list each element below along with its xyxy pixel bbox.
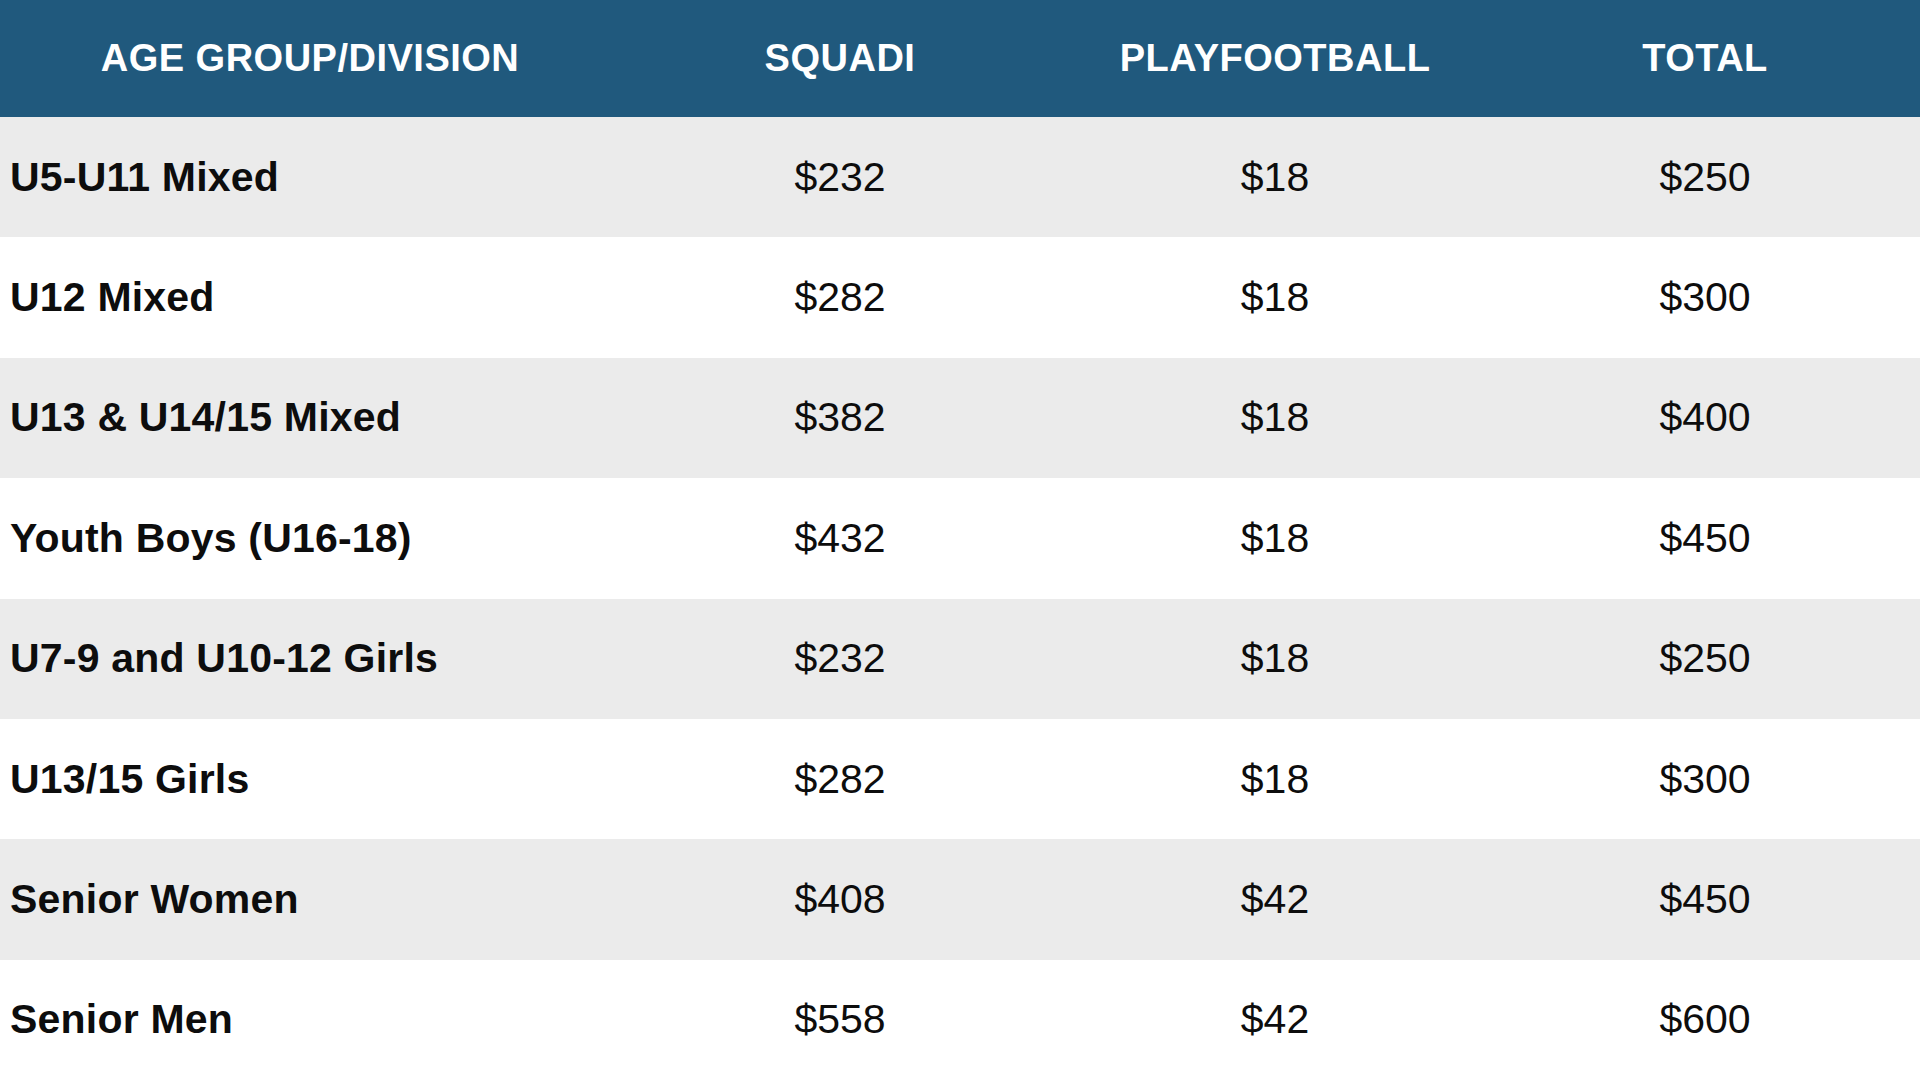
cell-total-fee: $600 (1490, 960, 1920, 1080)
cell-total-fee: $450 (1490, 478, 1920, 598)
cell-playfootball-fee: $18 (1060, 599, 1490, 719)
cell-total-fee: $450 (1490, 839, 1920, 959)
cell-total-fee: $400 (1490, 358, 1920, 478)
fees-table: AGE GROUP/DIVISION SQUADI PLAYFOOTBALL T… (0, 0, 1920, 1080)
cell-squadi-fee: $558 (620, 960, 1060, 1080)
table-row: U7-9 and U10-12 Girls $232 $18 $250 (0, 599, 1920, 719)
table-row: Senior Women $408 $42 $450 (0, 839, 1920, 959)
table-row: U12 Mixed $282 $18 $300 (0, 237, 1920, 357)
cell-playfootball-fee: $18 (1060, 478, 1490, 598)
table-body: U5-U11 Mixed $232 $18 $250 U12 Mixed $28… (0, 117, 1920, 1080)
cell-playfootball-fee: $18 (1060, 237, 1490, 357)
cell-squadi-fee: $232 (620, 117, 1060, 237)
table-row: Youth Boys (U16-18) $432 $18 $450 (0, 478, 1920, 598)
header-cell-squadi: SQUADI (620, 0, 1060, 117)
cell-division: U13 & U14/15 Mixed (0, 358, 620, 478)
cell-division: U13/15 Girls (0, 719, 620, 839)
cell-total-fee: $300 (1490, 719, 1920, 839)
table-row: Senior Men $558 $42 $600 (0, 960, 1920, 1080)
header-cell-playfootball: PLAYFOOTBALL (1060, 0, 1490, 117)
header-cell-total: TOTAL (1490, 0, 1920, 117)
cell-division: U5-U11 Mixed (0, 117, 620, 237)
cell-division: Youth Boys (U16-18) (0, 478, 620, 598)
cell-total-fee: $250 (1490, 599, 1920, 719)
cell-division: Senior Men (0, 960, 620, 1080)
cell-squadi-fee: $282 (620, 719, 1060, 839)
table-header-row: AGE GROUP/DIVISION SQUADI PLAYFOOTBALL T… (0, 0, 1920, 117)
cell-division: U12 Mixed (0, 237, 620, 357)
cell-squadi-fee: $232 (620, 599, 1060, 719)
cell-playfootball-fee: $18 (1060, 719, 1490, 839)
cell-squadi-fee: $282 (620, 237, 1060, 357)
cell-squadi-fee: $382 (620, 358, 1060, 478)
table-row: U13/15 Girls $282 $18 $300 (0, 719, 1920, 839)
cell-division: U7-9 and U10-12 Girls (0, 599, 620, 719)
cell-playfootball-fee: $42 (1060, 839, 1490, 959)
cell-division: Senior Women (0, 839, 620, 959)
cell-playfootball-fee: $42 (1060, 960, 1490, 1080)
cell-total-fee: $300 (1490, 237, 1920, 357)
cell-total-fee: $250 (1490, 117, 1920, 237)
table-row: U5-U11 Mixed $232 $18 $250 (0, 117, 1920, 237)
cell-playfootball-fee: $18 (1060, 117, 1490, 237)
table-row: U13 & U14/15 Mixed $382 $18 $400 (0, 358, 1920, 478)
cell-playfootball-fee: $18 (1060, 358, 1490, 478)
cell-squadi-fee: $432 (620, 478, 1060, 598)
header-cell-age-group-division: AGE GROUP/DIVISION (0, 0, 620, 117)
cell-squadi-fee: $408 (620, 839, 1060, 959)
